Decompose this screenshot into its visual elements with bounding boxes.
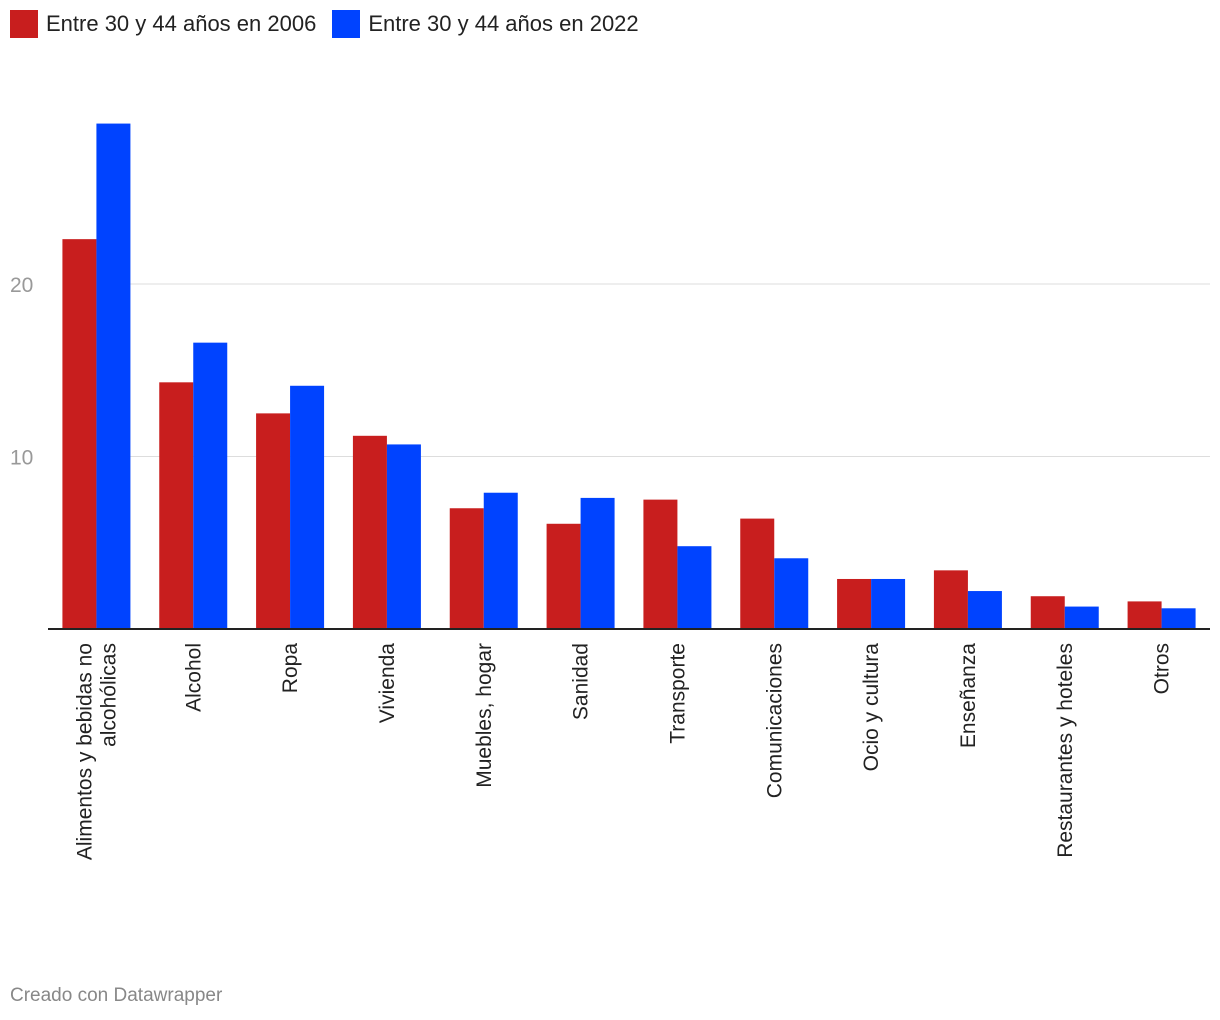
bar-2022-5	[580, 497, 615, 629]
bar-2022-2	[290, 385, 325, 629]
bar-2006-5	[546, 523, 581, 629]
bar-2022-8	[871, 578, 906, 629]
bar-2006-3	[352, 435, 387, 629]
x-tick-label-5: Sanidad	[570, 643, 593, 720]
bar-2022-9	[967, 591, 1002, 629]
legend-item-2006: Entre 30 y 44 años en 2006	[10, 10, 316, 38]
bar-2006-10	[1030, 596, 1065, 629]
legend: Entre 30 y 44 años en 2006 Entre 30 y 44…	[10, 10, 639, 38]
footer-credit: Creado con Datawrapper	[10, 985, 223, 1006]
bar-2022-3	[386, 444, 421, 629]
bar-2022-0	[96, 123, 131, 629]
legend-label-2006: Entre 30 y 44 años en 2006	[46, 11, 317, 36]
x-tick-label-3: Vivienda	[376, 643, 399, 723]
bar-2006-11	[1127, 601, 1162, 629]
bar-chart: 10 20 Alimentos y bebidas no alcohólicas Alc…	[10, 123, 1210, 860]
bar-2022-7	[774, 558, 809, 629]
x-tick-label-7: Comunicaciones	[763, 643, 786, 798]
bar-2006-8	[837, 578, 872, 629]
bar-2022-4	[483, 492, 518, 629]
bar-2022-11	[1161, 608, 1196, 629]
y-tick-label-10: 10	[10, 447, 33, 470]
bar-2006-9	[933, 570, 968, 629]
x-tick-label-6: Transporte	[666, 643, 689, 744]
bar-2022-6	[677, 546, 712, 629]
y-tick-label-20: 20	[10, 274, 33, 297]
x-tick-label-8: Ocio y cultura	[860, 643, 883, 772]
bar-2006-2	[256, 413, 291, 629]
x-tick-label-2: Ropa	[279, 643, 302, 694]
x-tick-label-4: Muebles, hogar	[473, 643, 496, 788]
x-tick-label-1: Alcohol	[182, 643, 205, 712]
bar-2022-1	[193, 342, 228, 629]
x-tick-label-0-line1: alcohólicas	[97, 643, 120, 747]
bar-2022-10	[1064, 606, 1099, 629]
legend-swatch-2006	[10, 10, 38, 38]
bar-2006-1	[159, 382, 194, 629]
bar-2006-4	[449, 508, 484, 629]
legend-label-2022: Entre 30 y 44 años en 2022	[368, 11, 639, 36]
legend-swatch-2022	[332, 10, 361, 38]
legend-item-2022: Entre 30 y 44 años en 2022	[332, 10, 639, 38]
bar-2006-7	[740, 518, 775, 629]
bar-2006-0	[62, 239, 97, 629]
x-tick-label-10: Restaurantes y hoteles	[1054, 643, 1077, 858]
x-tick-label-11: Otros	[1151, 643, 1174, 694]
x-tick-label-0-line0: Alimentos y bebidas no	[73, 643, 96, 860]
x-tick-label-9: Enseñanza	[957, 643, 980, 748]
bar-2006-6	[643, 499, 678, 629]
